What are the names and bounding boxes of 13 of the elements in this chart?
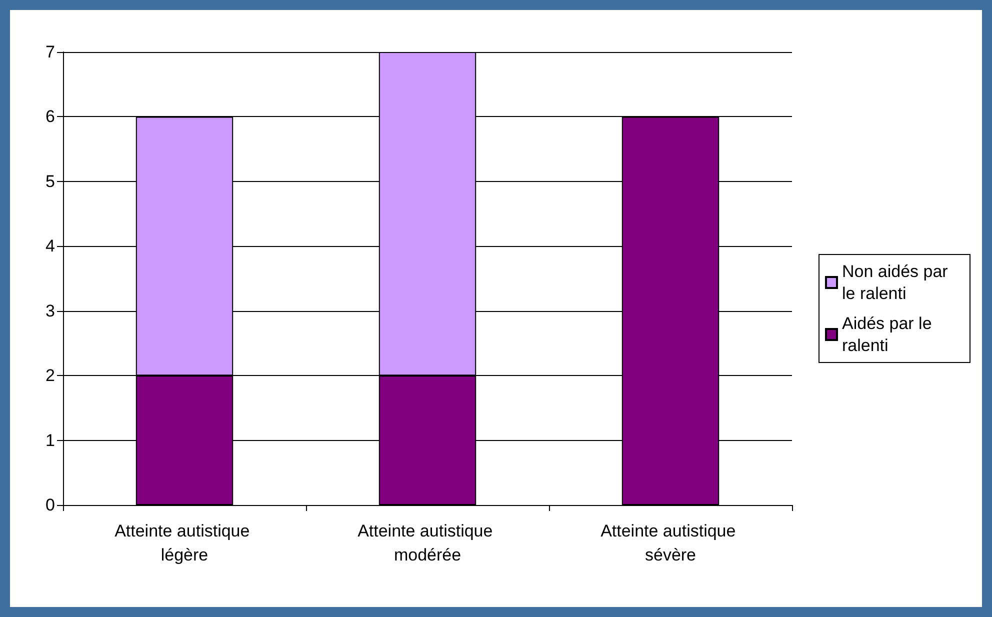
y-tick-label: 7 (46, 42, 55, 62)
y-tick-label: 4 (46, 236, 55, 256)
y-tick-label: 5 (46, 172, 55, 191)
legend-label: Aidés par le ralenti (842, 314, 936, 355)
y-tick-label: 3 (46, 301, 55, 320)
x-tick-label: Atteinte autistique sévère (600, 522, 740, 564)
x-tick-label: Atteinte autistique légère (114, 522, 254, 564)
x-tick-label: Atteinte autistique modérée (358, 522, 498, 564)
y-tick-label: 6 (46, 107, 55, 126)
y-tick-label: 0 (46, 496, 55, 514)
y-tick-label: 2 (46, 366, 55, 386)
y-tick-label: 1 (46, 430, 55, 450)
legend-label: Non aidés par le ralenti (842, 262, 953, 303)
